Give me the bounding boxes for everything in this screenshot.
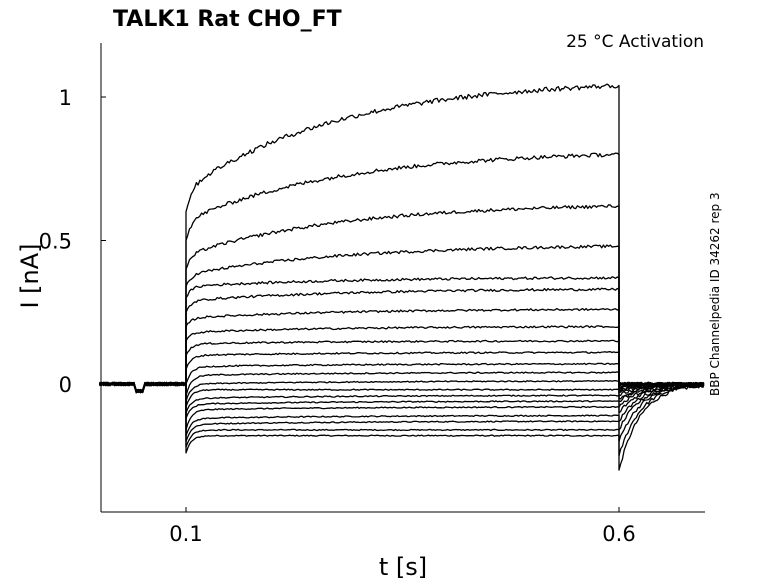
trace-line-19: [99, 152, 705, 394]
trace-line-1: [98, 381, 705, 457]
trace-line-13: [99, 325, 705, 393]
trace-line-10: [99, 362, 705, 394]
x-tick-label: 0.6: [602, 522, 635, 546]
trace-line-6: [99, 381, 705, 414]
trace-line-20: [99, 83, 705, 394]
x-tick-label: 0.1: [169, 522, 202, 546]
trace-line-0: [99, 381, 705, 471]
trace-line-3: [99, 381, 705, 437]
chart-title: TALK1 Rat CHO_FT: [113, 7, 342, 32]
trace-line-14: [98, 307, 705, 393]
trace-line-8: [99, 379, 705, 402]
traces: [98, 83, 705, 471]
side-label: BBP Channelpedia ID 34262 rep 3: [708, 192, 722, 396]
trace-line-17: [99, 244, 705, 392]
y-axis-label: I [nA]: [16, 243, 44, 308]
trace-line-4: [98, 381, 705, 431]
ticks: 0 0.5 1 0.1 0.6: [39, 86, 636, 546]
trace-line-18: [99, 204, 705, 393]
y-tick-label: 0: [59, 373, 72, 397]
trace-line-16: [99, 276, 705, 393]
axes: [100, 43, 705, 513]
trace-line-5: [99, 381, 705, 420]
trace-line-12: [99, 339, 705, 393]
x-axis-label: t [s]: [379, 553, 427, 581]
y-tick-label: 1: [59, 86, 72, 110]
trace-line-15: [98, 287, 705, 394]
chart-condition: 25 °C Activation: [566, 32, 704, 52]
trace-line-2: [99, 381, 704, 443]
y-tick-label: 0.5: [39, 230, 72, 254]
trace-line-11: [99, 351, 705, 393]
trace-line-9: [98, 371, 704, 397]
trace-line-7: [99, 381, 705, 408]
